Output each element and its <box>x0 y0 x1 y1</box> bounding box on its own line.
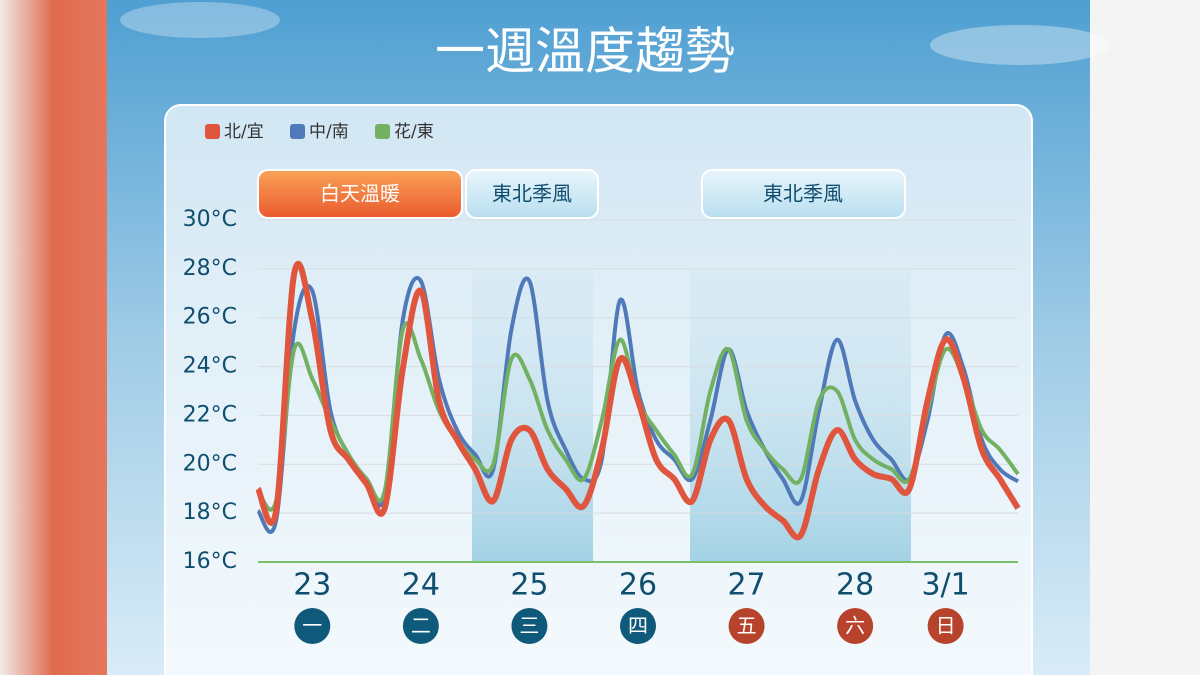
annotation-box <box>465 169 599 219</box>
x-tick-label: 27 <box>727 568 765 603</box>
y-tick-label: 30°C <box>183 207 237 232</box>
x-tick-label: 28 <box>836 568 874 603</box>
legend-swatch <box>375 124 390 139</box>
legend-swatch <box>205 124 220 139</box>
left-edge <box>0 0 107 675</box>
x-tick-label: 26 <box>619 568 657 603</box>
weekday-circle <box>927 608 964 644</box>
x-tick-label: 24 <box>402 568 440 603</box>
cloud <box>120 2 280 38</box>
y-tick-label: 26°C <box>183 305 237 330</box>
y-tick-label: 22°C <box>183 402 237 427</box>
x-tick-label: 25 <box>510 568 548 603</box>
title: 一週溫度趨勢 <box>435 23 735 81</box>
weekday-label: 日 <box>936 614 956 638</box>
shade-band <box>472 270 593 562</box>
weekday-label: 五 <box>737 614 757 638</box>
weekday-circle <box>837 608 874 644</box>
y-tick-label: 28°C <box>183 256 237 281</box>
annotation-box <box>257 169 463 219</box>
legend-swatch <box>290 124 305 139</box>
annotation: 白天溫暖 <box>320 182 400 206</box>
y-tick-label: 24°C <box>183 354 237 379</box>
weekday-circle <box>728 608 765 644</box>
legend-label: 北/宜 <box>224 122 264 142</box>
weekday-circle <box>511 608 548 644</box>
series-line <box>256 321 1020 512</box>
legend-label: 花/東 <box>394 122 434 142</box>
annotation-box <box>701 169 906 219</box>
x-tick-label: 23 <box>293 568 331 603</box>
weekday-label: 三 <box>519 614 539 638</box>
cloud <box>930 25 1110 65</box>
series-line <box>255 261 1021 541</box>
annotation: 東北季風 <box>492 182 572 206</box>
y-tick-label: 20°C <box>183 451 237 476</box>
annotation: 東北季風 <box>763 182 843 206</box>
weekday-label: 一 <box>302 614 322 638</box>
weekday-label: 四 <box>628 614 648 638</box>
x-tick-label: 3/1 <box>921 568 969 603</box>
legend-label: 中/南 <box>309 122 349 142</box>
weekday-circle <box>402 608 439 644</box>
weekday-circle <box>620 608 656 644</box>
y-tick-label: 16°C <box>183 549 237 574</box>
weekday-circle <box>294 608 331 644</box>
y-tick-label: 18°C <box>183 500 237 525</box>
weekday-label: 二 <box>411 614 431 638</box>
weekday-label: 六 <box>845 614 865 638</box>
